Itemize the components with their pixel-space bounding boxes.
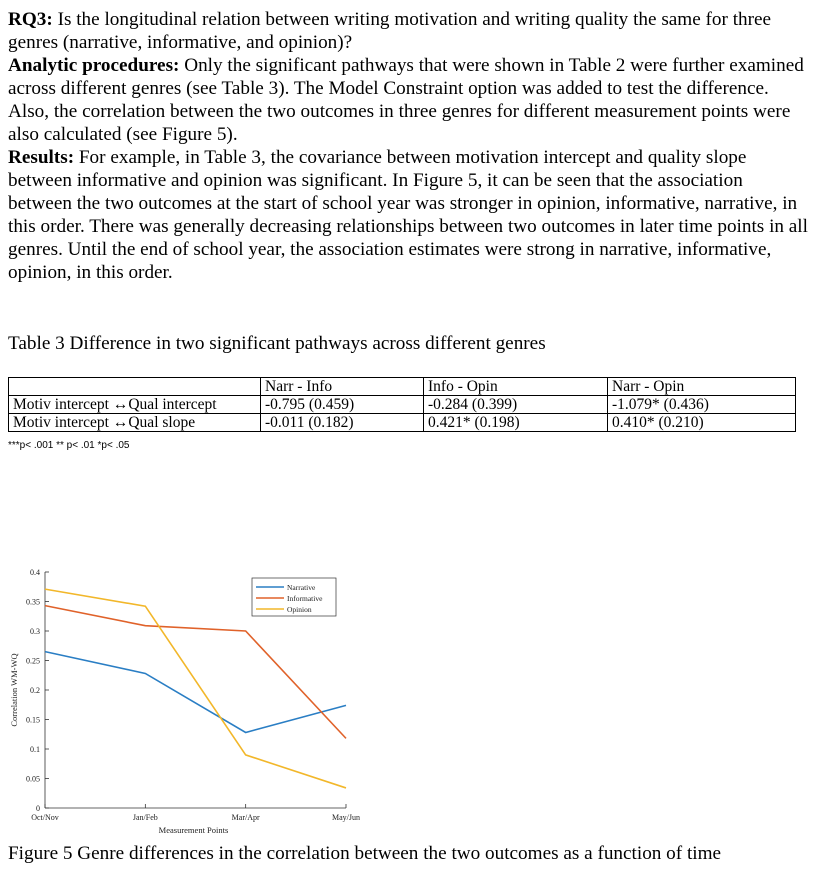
body-text: RQ3: Is the longitudinal relation betwee… [8,8,808,284]
table-cell: -0.795 (0.459) -0.011 (0.182) [260,395,424,432]
y-tick-label: 0.15 [26,716,40,725]
table-header-cell: Narr - Info [260,377,424,396]
x-axis-label: Measurement Points [159,825,229,835]
cell-value: 0.410* (0.210) [612,414,704,431]
series-line-narrative [44,650,347,734]
cell-value: -0.795 (0.459) [261,396,423,414]
y-tick-label: 0.35 [26,598,40,607]
x-tick-label: Oct/Nov [31,813,59,822]
table-header-cell: Narr - Opin [607,377,796,396]
rq3-text: Is the longitudinal relation between wri… [8,9,772,53]
series-line-opinion [44,588,347,789]
table-cell: -0.284 (0.399) 0.421* (0.198) [423,395,608,432]
y-tick-label: 0.2 [30,686,40,695]
x-tick-label: Jan/Feb [133,813,158,822]
figure-caption: Figure 5 Genre differences in the correl… [8,843,722,864]
figure-5-chart: 0 0.05 0.1 0.15 0.2 0.25 0.3 0.35 0.4 Oct/Nov Jan/… [9,568,360,835]
table-3: Narr - Info Info - Opin Narr - Opin Moti… [8,377,796,432]
chart-legend: Narrative Informative Opinion [251,577,337,617]
table-header-row: Narr - Info Info - Opin Narr - Opin [8,377,796,396]
legend-label: Narrative [287,583,316,592]
x-tick-label: May/Jun [332,813,360,822]
y-tick-label: 0.4 [30,568,40,577]
significance-note: ***p< .001 ** p< .01 *p< .05 [8,440,130,451]
results-paragraph: Results: For example, in Table 3, the co… [8,146,808,284]
table-caption: Table 3 Difference in two significant pa… [8,333,546,354]
chart-series [44,588,347,789]
y-tick-label: 0.3 [30,627,40,636]
legend-label: Informative [287,594,323,603]
row-label: Motiv intercept ↔Qual slope [13,414,196,431]
table-cell: -1.079* (0.436) 0.410* (0.210) [607,395,796,432]
cell-value: -1.079* (0.436) [608,396,795,414]
y-tick-label: 0.1 [30,745,40,754]
legend-label: Opinion [287,605,312,614]
row-label: Motiv intercept ↔Qual intercept [9,396,260,414]
cell-value: 0.421* (0.198) [428,414,520,431]
results-text: For example, in Table 3, the covariance … [8,147,808,283]
cell-value: -0.011 (0.182) [265,414,354,431]
results-label: Results: [8,147,75,168]
y-tick-label: 0.05 [26,775,40,784]
table-header-cell [8,377,261,396]
table-row: Motiv intercept ↔Qual intercept Motiv int… [8,395,796,432]
x-tick-label: Mar/Apr [232,813,260,822]
analytic-label: Analytic procedures: [8,55,180,76]
y-axis-label: Correlation WM-WQ [9,653,19,726]
rq3-label: RQ3: [8,9,53,30]
analytic-text: Only the significant pathways that were … [8,55,804,145]
y-tick-label: 0.25 [26,657,40,666]
series-line-informative [44,604,347,739]
y-tick-label: 0 [36,804,40,813]
rq3-paragraph: RQ3: Is the longitudinal relation betwee… [8,8,808,54]
analytic-paragraph: Analytic procedures: Only the significan… [8,54,808,146]
chart-axes: 0 0.05 0.1 0.15 0.2 0.25 0.3 0.35 0.4 Oct/Nov Jan/… [9,568,360,835]
table-row-label: Motiv intercept ↔Qual intercept Motiv int… [8,395,261,432]
table-header-cell: Info - Opin [423,377,608,396]
cell-value: -0.284 (0.399) [424,396,607,414]
